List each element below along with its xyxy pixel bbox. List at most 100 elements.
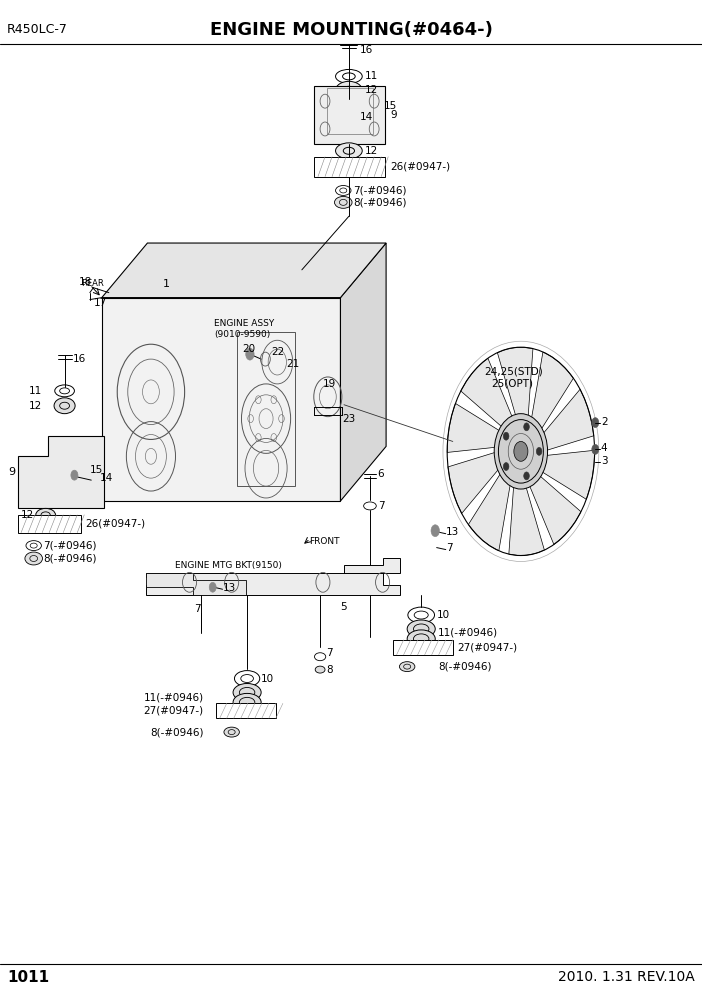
Polygon shape [102,298,340,501]
Text: 12: 12 [29,401,42,411]
Bar [327,88,373,134]
Text: 13: 13 [223,583,236,593]
Text: 17: 17 [93,298,107,308]
Bar [314,157,385,177]
Ellipse shape [315,667,325,673]
Polygon shape [146,558,400,595]
Ellipse shape [336,143,362,159]
Text: 3: 3 [601,456,607,466]
Circle shape [536,447,542,455]
Text: 27(#0947-): 27(#0947-) [457,642,517,653]
Ellipse shape [224,727,239,737]
Text: 16: 16 [73,354,86,364]
Text: 7: 7 [194,604,200,614]
Text: 10: 10 [261,674,274,683]
Text: 24,25(STD): 24,25(STD) [484,367,543,377]
Circle shape [431,525,439,537]
Text: 8(-#0946): 8(-#0946) [44,554,97,563]
Polygon shape [539,450,595,499]
Text: 12: 12 [20,510,34,520]
Text: 21: 21 [286,359,300,369]
Circle shape [524,423,529,431]
Text: 14: 14 [359,112,373,122]
Circle shape [592,418,599,428]
Text: 9: 9 [390,110,397,120]
Circle shape [494,414,548,489]
Polygon shape [528,473,581,545]
Text: 22: 22 [272,347,285,357]
Text: 11(-#0946): 11(-#0946) [143,692,204,702]
Text: 5: 5 [340,602,346,612]
Text: 12: 12 [364,146,378,156]
Circle shape [592,444,599,454]
Text: 13: 13 [446,527,459,537]
Circle shape [524,472,529,480]
Polygon shape [531,352,574,433]
Polygon shape [498,347,533,422]
Ellipse shape [233,683,261,701]
Text: 11: 11 [29,386,42,396]
Text: REAR: REAR [81,279,103,289]
Ellipse shape [336,81,362,99]
Text: FRONT: FRONT [309,537,339,547]
Text: 8(-#0946): 8(-#0946) [438,662,491,672]
Ellipse shape [407,620,435,638]
Circle shape [514,441,528,461]
Ellipse shape [407,630,435,648]
Polygon shape [468,470,511,551]
Ellipse shape [54,398,75,414]
Ellipse shape [399,662,415,672]
Bar [237,332,295,486]
Text: 2010. 1.31 REV.10A: 2010. 1.31 REV.10A [558,970,695,984]
Text: 7: 7 [326,648,333,658]
Circle shape [209,582,216,592]
Text: 26(#0947-): 26(#0947-) [390,162,451,172]
Text: 7(-#0946): 7(-#0946) [44,541,97,551]
Text: 7(-#0946): 7(-#0946) [353,186,406,195]
Polygon shape [102,243,386,298]
Text: 1: 1 [163,279,170,289]
Bar [216,703,276,718]
Bar [314,86,385,144]
Text: 9: 9 [8,467,15,477]
Polygon shape [448,451,501,514]
Polygon shape [541,389,594,451]
Text: 11: 11 [364,71,378,81]
Polygon shape [461,358,514,430]
Ellipse shape [233,693,261,711]
Circle shape [362,100,371,112]
Text: 2: 2 [601,417,607,427]
Polygon shape [447,404,503,452]
Bar [393,640,453,655]
Text: ENGINE MTG BKT(9150): ENGINE MTG BKT(9150) [176,560,282,570]
Text: 18: 18 [79,277,92,287]
Circle shape [246,348,254,360]
Polygon shape [509,481,544,556]
Ellipse shape [36,509,55,522]
Text: 20: 20 [242,344,256,354]
Text: ENGINE ASSY: ENGINE ASSY [214,318,274,328]
Circle shape [71,470,78,480]
Text: ENGINE MOUNTING(#0464-): ENGINE MOUNTING(#0464-) [210,21,492,39]
Polygon shape [18,436,104,508]
Text: 6: 6 [378,469,384,479]
Bar [18,515,81,533]
Text: 7: 7 [446,543,452,553]
Text: 16: 16 [359,45,373,55]
Ellipse shape [334,196,352,208]
Text: 8(-#0946): 8(-#0946) [353,197,406,207]
Text: 23: 23 [343,414,356,424]
Text: (9010-9590): (9010-9590) [214,329,270,339]
Text: 14: 14 [100,473,113,483]
Circle shape [503,462,509,470]
Text: 8(-#0946): 8(-#0946) [150,727,204,737]
Polygon shape [146,573,246,595]
Text: 10: 10 [437,610,450,620]
Text: 15: 15 [90,465,103,475]
Text: R450LC-7: R450LC-7 [7,23,68,37]
Text: 19: 19 [323,379,336,389]
Text: 15: 15 [384,101,397,111]
Text: 1011: 1011 [7,969,49,985]
Text: 26(#0947-): 26(#0947-) [85,519,145,529]
Text: 25(OPT): 25(OPT) [491,379,534,389]
